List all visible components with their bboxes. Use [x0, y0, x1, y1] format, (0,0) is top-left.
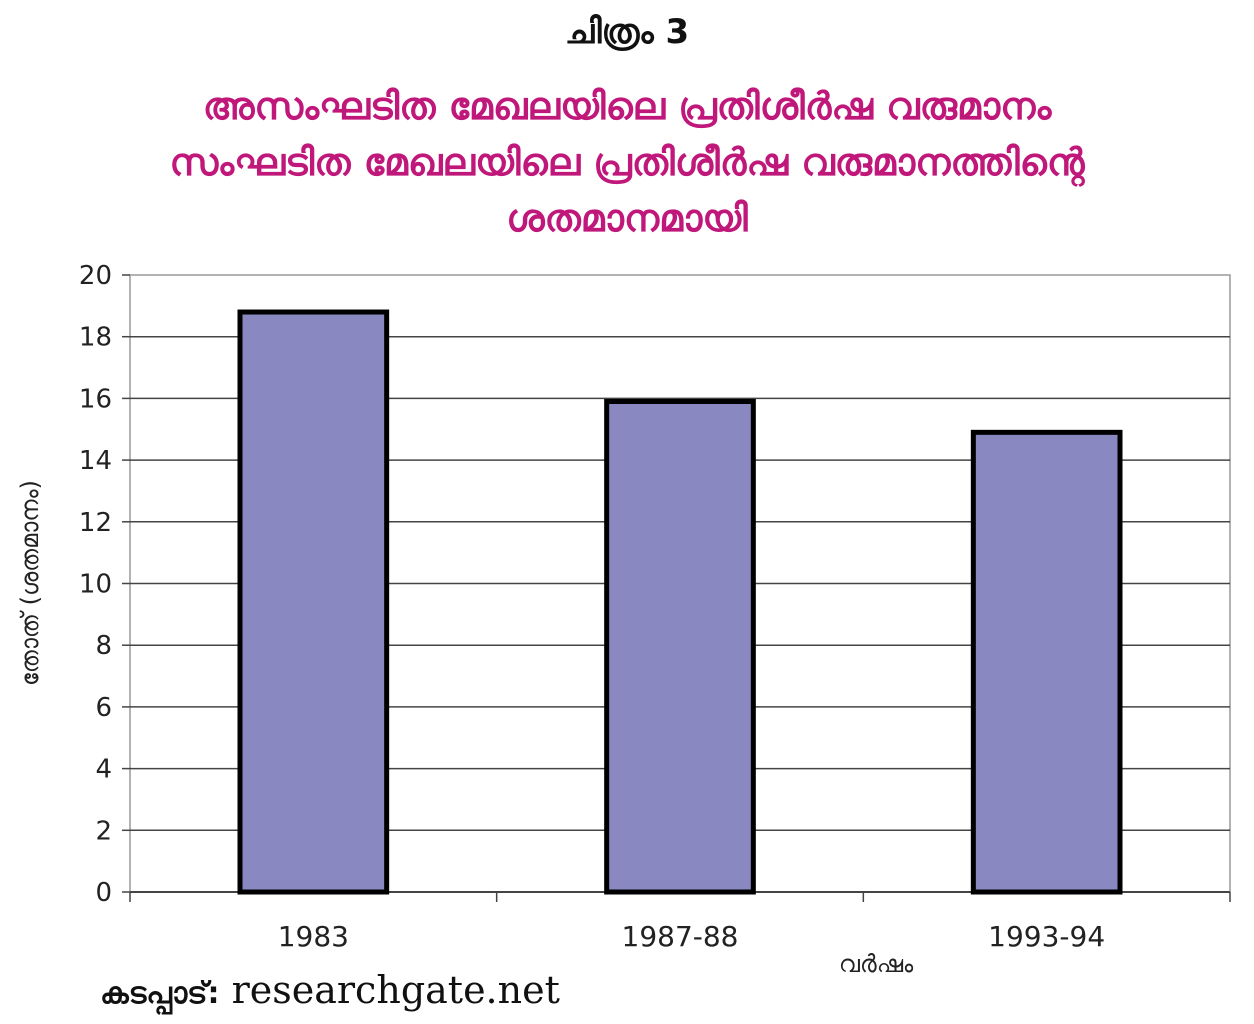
y-tick-label: 2: [95, 816, 112, 846]
bar-1993-94: [970, 429, 1123, 895]
y-tick-label: 18: [79, 323, 112, 353]
y-tick-label: 14: [79, 446, 112, 476]
y-tick-label: 6: [95, 693, 112, 723]
y-tick-label: 0: [95, 878, 112, 908]
y-axis-label: തോത് (ശതമാനം): [16, 480, 44, 686]
bar-1987-88: [604, 398, 756, 895]
chart-title-line-1: അസംഘടിത മേഖലയിലെ പ്രതിശീർഷ വരുമാനം: [202, 84, 1052, 128]
y-tick-label: 16: [79, 384, 112, 414]
chart-title-line-3: ശതമാനമായി: [506, 196, 748, 240]
bar-1983: [237, 309, 390, 895]
y-tick-label: 10: [79, 570, 112, 600]
source-credit: കടപ്പാട്: researchgate.net: [100, 968, 560, 1012]
bars: [237, 309, 1123, 895]
y-tick-label: 4: [95, 755, 112, 785]
figure-number: ചിത്രം 3: [564, 12, 690, 52]
chart-title-line-2: സംഘടിത മേഖലയിലെ പ്രതിശീർഷ വരുമാനത്തിന്റെ: [169, 140, 1085, 184]
y-tick-label: 20: [79, 261, 112, 291]
x-tick-label: 1987-88: [622, 920, 739, 953]
x-axis-ticks: 1983 1987-88 1993-94: [129, 892, 1231, 953]
x-tick-label: 1983: [278, 920, 349, 953]
y-tick-label: 12: [79, 508, 112, 538]
x-axis-label: വർഷം: [839, 950, 914, 978]
y-axis-ticks: 0 2 4 6 8 10 12 14 16 18 20: [79, 261, 130, 908]
x-tick-label: 1993-94: [988, 920, 1105, 953]
chart-title: അസംഘടിത മേഖലയിലെ പ്രതിശീർഷ വരുമാനം സംഘടി…: [60, 78, 1194, 246]
source-label: കടപ്പാട്:: [100, 976, 220, 1011]
source-value: researchgate.net: [231, 968, 560, 1012]
y-tick-label: 8: [95, 631, 112, 661]
